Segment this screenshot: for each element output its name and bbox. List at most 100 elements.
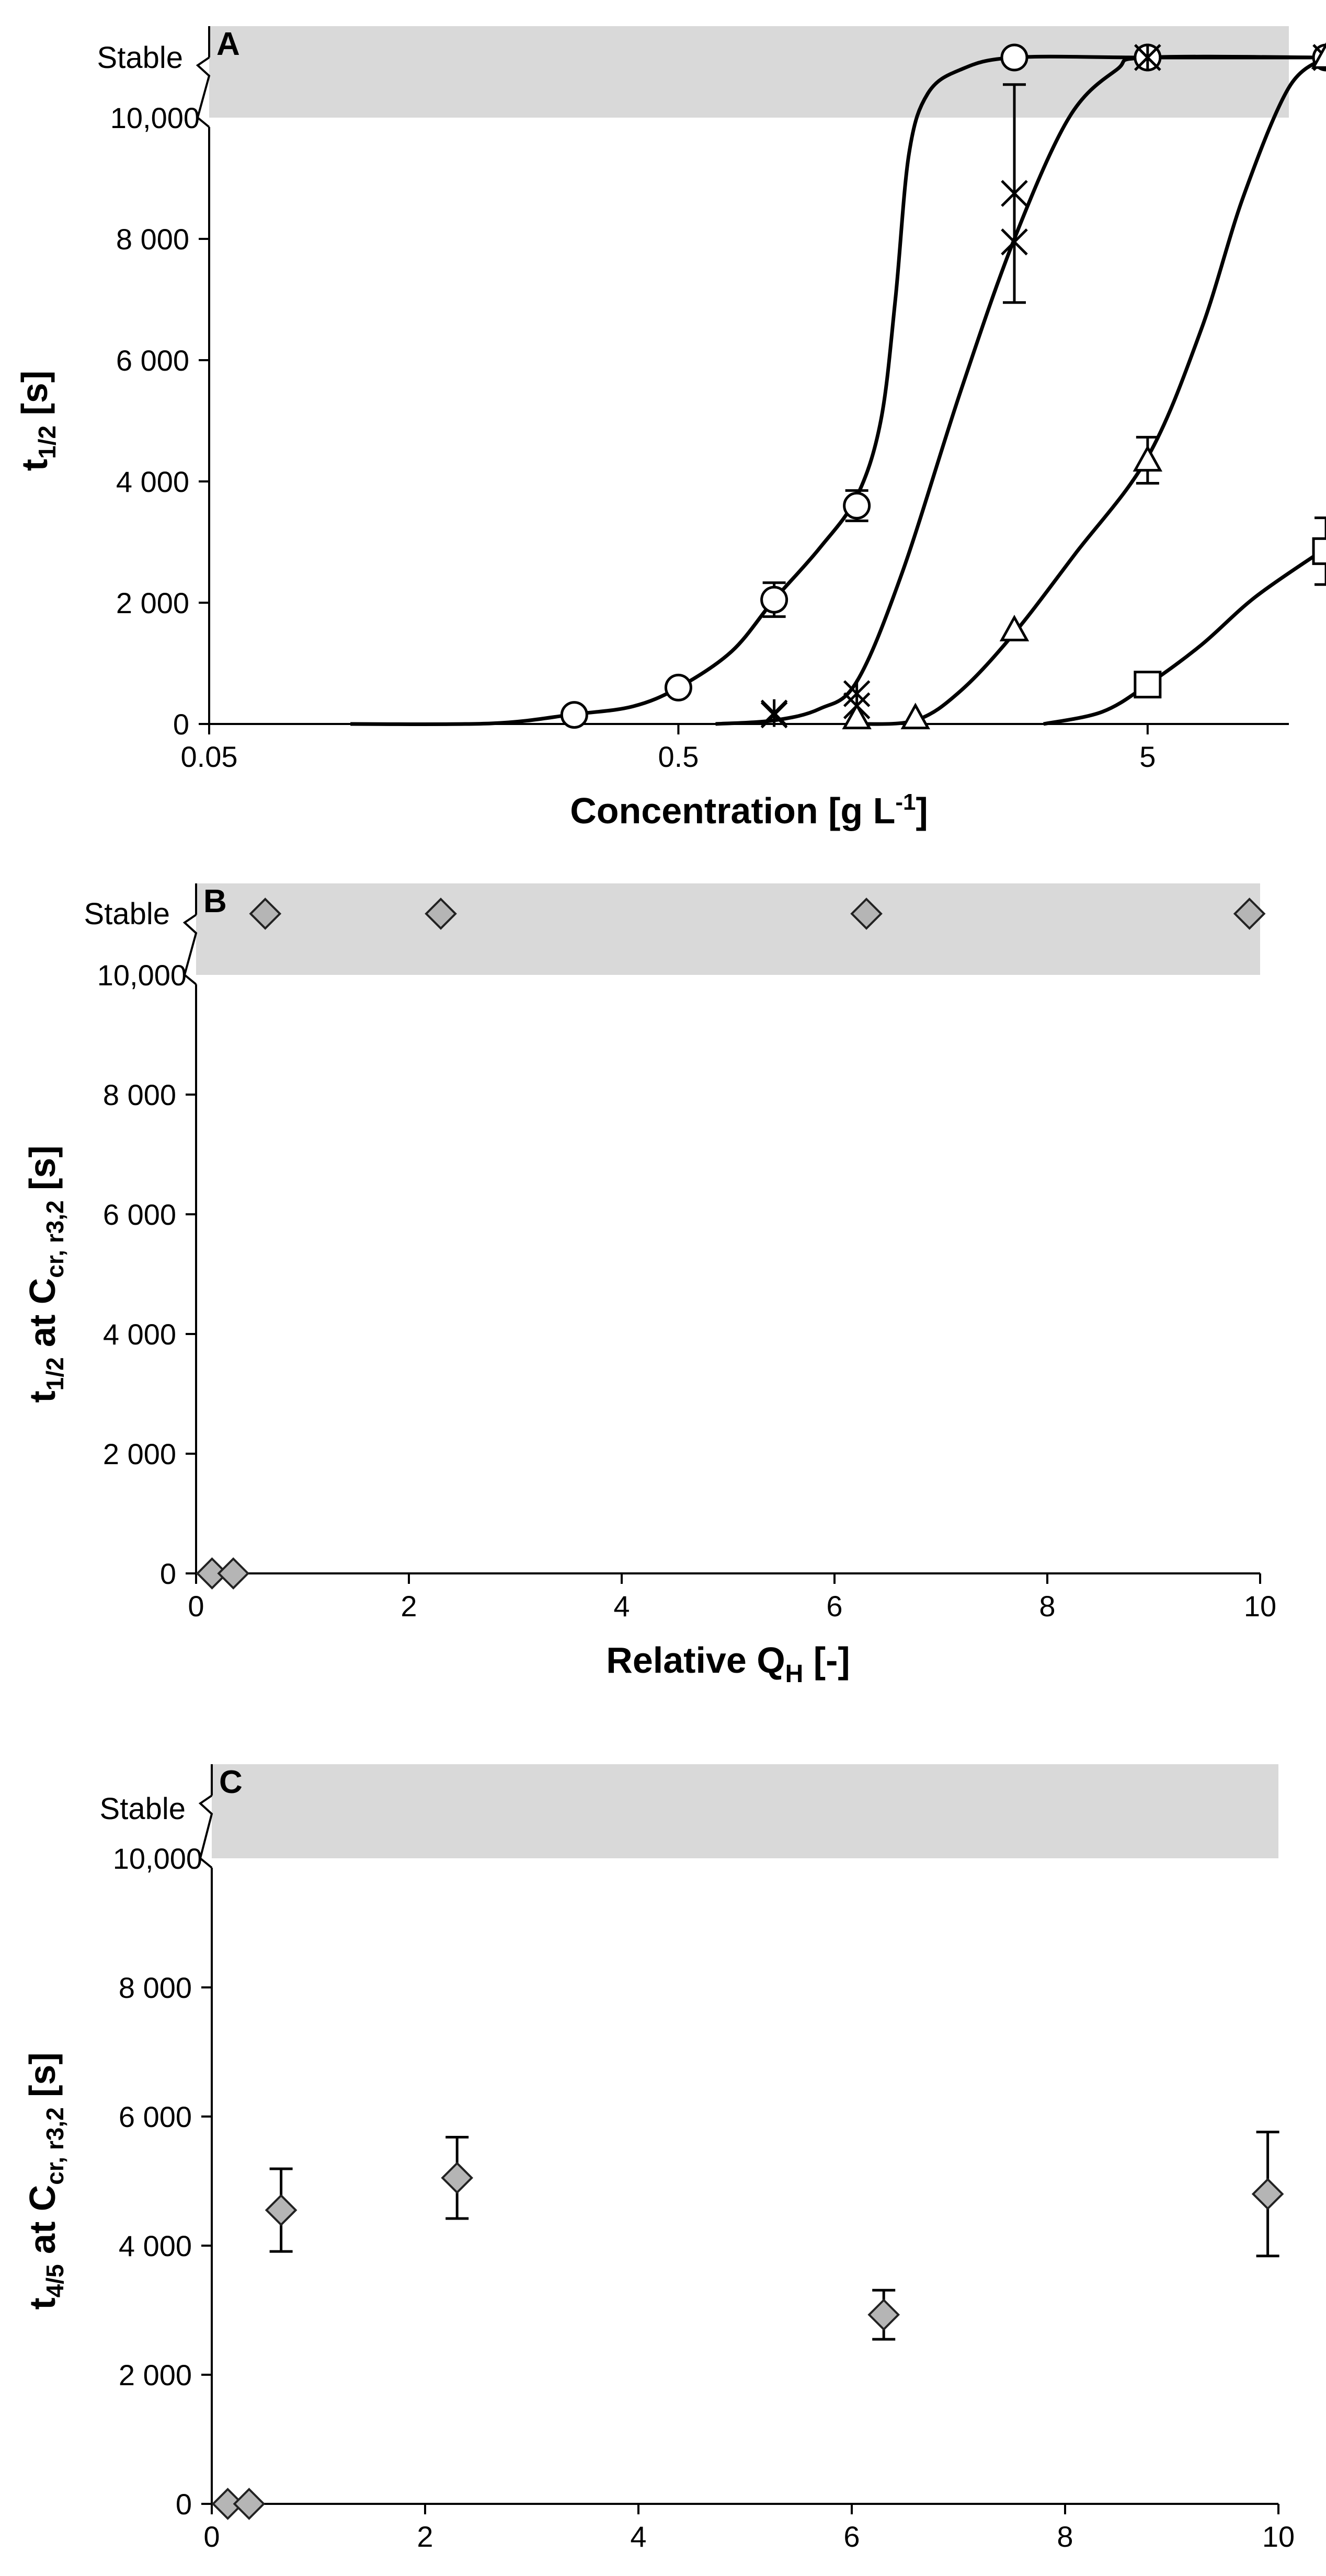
y-axis-label-main: t xyxy=(14,459,55,471)
marker-square xyxy=(1312,537,1326,565)
marker-diamond xyxy=(233,2488,266,2520)
y-tick-label: 2 000 xyxy=(116,586,189,619)
panel-label: A xyxy=(216,26,240,62)
x-axis-label: Concentration [g L-1] xyxy=(570,789,928,831)
marker-diamond xyxy=(265,2194,298,2226)
marker-circle xyxy=(760,585,788,614)
panel-b: 0 2 000 4 000 6 000 8 000 10,000 Stable 0 2 4 6 8 10… xyxy=(22,883,1276,1688)
marker-triangle xyxy=(900,703,931,730)
axis-break xyxy=(182,914,198,985)
y-axis-label-sub: 1/2 xyxy=(33,426,61,459)
x-tick-label: 5 xyxy=(1139,740,1156,773)
curve-x-cross xyxy=(715,54,1326,726)
marker-diamond xyxy=(425,898,457,930)
y-tick-label: 6 000 xyxy=(119,2100,192,2133)
y-axis-label-sub2: cr, r3,2 xyxy=(41,1200,68,1278)
y-axis-label-main: t xyxy=(22,2297,63,2309)
y-axis-label-mid: at C xyxy=(22,1278,63,1358)
y-tick-label: 4 000 xyxy=(116,465,189,498)
stable-band xyxy=(212,1764,1278,1858)
marker-diamond xyxy=(867,2298,900,2331)
marker-diamond xyxy=(249,898,282,930)
y-axis-label: t4/5 at Ccr, r3,2 [s] xyxy=(22,2052,68,2309)
y-axis-label-sub: 1/2 xyxy=(41,1357,68,1390)
x-axis-label: Relative QH [-] xyxy=(623,2570,867,2576)
x-tick-label: 2 xyxy=(417,2520,433,2553)
x-tick-label: 6 xyxy=(843,2520,860,2553)
curve-triangle xyxy=(856,56,1326,726)
x-axis-label: Relative QH [-] xyxy=(606,1640,850,1688)
stable-label: Stable xyxy=(84,897,170,931)
y-axis-label-main: t xyxy=(22,1390,63,1402)
x-axis-label-end: ] xyxy=(916,790,928,831)
marker-triangle xyxy=(1133,445,1163,472)
y-tick-label: 2 000 xyxy=(103,1438,176,1470)
y-tick-label: 6 000 xyxy=(116,344,189,377)
y-tick-label: 0 xyxy=(176,2488,192,2521)
x-tick-label: 8 xyxy=(1039,1590,1055,1623)
y-tick-label: 8 000 xyxy=(119,1971,192,2004)
x-tick-label: 10 xyxy=(1262,2520,1295,2553)
y-axis-label: t1/2 [s] xyxy=(14,371,61,471)
y-tick-label: 4 000 xyxy=(103,1318,176,1351)
x-axis-label-main: Relative Q xyxy=(606,1640,785,1681)
y-tick-label: 6 000 xyxy=(103,1198,176,1231)
curve-square xyxy=(1043,546,1326,726)
x-tick-label: 0 xyxy=(188,1590,204,1623)
y-tick-label: 4 000 xyxy=(119,2229,192,2262)
x-axis-label-end: [-] xyxy=(820,2570,867,2576)
x-tick-label: 2 xyxy=(401,1590,417,1623)
x-tick-label: 4 xyxy=(630,2520,646,2553)
x-axis-label-main: Relative Q xyxy=(623,2570,802,2576)
y-tick-label: 8 000 xyxy=(116,223,189,256)
y-tick-label: 8 000 xyxy=(103,1078,176,1111)
marker-circle xyxy=(1000,43,1028,72)
marker-circle xyxy=(664,673,692,702)
y-axis-label-end: [s] xyxy=(14,371,55,426)
y-break-label: 10,000 xyxy=(97,959,187,992)
x-axis-label-main: Concentration [g L xyxy=(570,790,895,831)
y-axis-label-sub2: cr, r3,2 xyxy=(41,2107,68,2184)
x-tick-label: 4 xyxy=(613,1590,630,1623)
panel-label: C xyxy=(219,1764,243,1800)
x-tick-label: 8 xyxy=(1057,2520,1073,2553)
x-axis-label-end: [-] xyxy=(803,1640,850,1681)
y-axis-label: t1/2 at Ccr, r3,2 [s] xyxy=(22,1145,68,1402)
x-tick-label: 0.05 xyxy=(181,740,238,773)
axis-break xyxy=(196,56,211,128)
marker-circle xyxy=(843,491,871,520)
x-axis-label-sub: H xyxy=(785,1660,804,1688)
x-tick-label: 6 xyxy=(826,1590,842,1623)
axis-break xyxy=(198,1795,213,1869)
marker-asterisk xyxy=(1134,43,1161,72)
x-tick-label: 0 xyxy=(203,2520,220,2553)
marker-diamond xyxy=(850,898,883,930)
y-axis-label-sub: 4/5 xyxy=(41,2264,68,2297)
marker-diamond xyxy=(441,2161,474,2194)
marker-diamond xyxy=(1233,898,1266,930)
y-tick-label: 0 xyxy=(160,1557,176,1590)
marker-triangle xyxy=(842,703,872,730)
x-axis-label-sup: -1 xyxy=(895,789,916,815)
stable-label: Stable xyxy=(97,41,183,75)
marker-diamond xyxy=(1251,2178,1284,2211)
y-break-label: 10,000 xyxy=(110,101,200,134)
y-axis-label-mid: at C xyxy=(22,2185,63,2264)
x-tick-label: 10 xyxy=(1244,1590,1276,1623)
stable-band xyxy=(209,26,1289,118)
y-axis-label-end: [s] xyxy=(22,1145,63,1200)
marker-asterisk xyxy=(1001,179,1028,208)
y-tick-label: 0 xyxy=(173,708,189,741)
marker-diamond xyxy=(211,2488,244,2520)
x-tick-label: 0.5 xyxy=(658,740,699,773)
marker-triangle xyxy=(1311,42,1326,69)
y-tick-label: 2 000 xyxy=(119,2359,192,2391)
panel-a: 0 2 000 4 000 6 000 8 000 10,000 Stable 0.05 0.5… xyxy=(14,26,1326,831)
marker-triangle xyxy=(999,615,1030,641)
panel-label: B xyxy=(203,883,227,919)
marker-asterisk xyxy=(760,699,788,727)
y-axis-label-end: [s] xyxy=(22,2052,63,2107)
panel-c: 0 2 000 4 000 6 000 8 000 10,000 Stable 0 2 4 6 8 10… xyxy=(22,1764,1295,2576)
y-break-label: 10,000 xyxy=(113,1842,202,1875)
